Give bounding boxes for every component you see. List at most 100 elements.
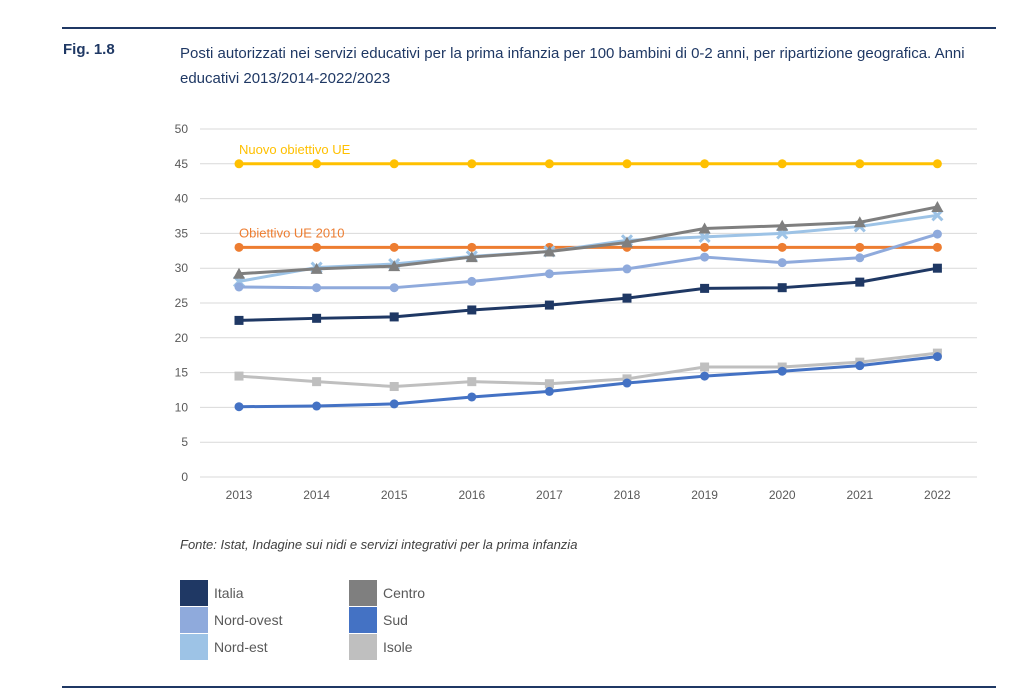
legend-swatch [349,607,377,633]
x-tick-label: 2015 [381,488,408,502]
x-tick-label: 2020 [769,488,796,502]
series-line-nord-ovest [238,232,938,290]
data-point-nord-ovest [234,282,244,292]
y-tick-label: 0 [181,470,188,484]
legend-label: Italia [214,585,244,601]
x-tick-label: 2013 [226,488,253,502]
legend-item-isole: Isole [349,634,413,660]
legend-item-italia: Italia [180,580,244,606]
y-tick-label: 30 [175,261,189,275]
legend-item-nord-ovest: Nord-ovest [180,607,282,633]
data-point-sud [312,401,322,411]
data-point-nord-ovest [389,283,399,293]
data-point-centro [698,222,711,234]
data-point-italia [622,293,632,303]
legend-swatch [349,634,377,660]
x-tick-label: 2016 [458,488,485,502]
x-tick-label: 2017 [536,488,563,502]
data-point-centro [465,251,478,263]
data-point-centro [388,260,401,272]
data-point-nord-ovest [700,252,710,262]
data-point-sud [389,399,399,409]
figure-label: Fig. 1.8 [63,41,115,58]
bottom-rule [62,686,996,688]
y-tick-label: 40 [175,192,189,206]
data-point-sud [700,371,710,381]
data-point-centro [310,262,323,274]
y-tick-label: 20 [175,331,189,345]
data-point-sud [855,361,865,371]
legend-item-centro: Centro [349,580,425,606]
reference-point [700,159,710,169]
data-point-sud [777,366,787,376]
legend-label: Nord-est [214,639,268,655]
data-point-nord-ovest [622,264,632,274]
series-line-sud [238,355,938,409]
legend-swatch [180,580,208,606]
reference-point [467,242,477,252]
data-point-sud [544,386,554,396]
data-point-nord-est [931,209,944,222]
data-point-nord-ovest [855,253,865,263]
reference-point [234,242,244,252]
legend-swatch [180,634,208,660]
y-tick-label: 15 [175,366,189,380]
data-point-italia [777,283,787,293]
reference-point [312,242,322,252]
legend-label: Sud [383,612,408,628]
top-rule [62,27,996,29]
reference-point [777,159,787,169]
data-point-italia [932,263,942,273]
data-point-centro [233,267,245,279]
legend-item-nord-est: Nord-est [180,634,268,660]
data-point-isole [700,362,710,372]
data-point-italia [234,315,244,325]
data-point-italia [855,277,865,287]
y-tick-label: 5 [181,435,188,449]
legend-label: Centro [383,585,426,601]
legend-swatch [349,580,377,606]
legend-item-sud: Sud [349,607,408,633]
data-point-isole [312,377,322,387]
data-point-sud [467,392,477,402]
data-point-nord-ovest [932,229,942,239]
data-point-italia [312,313,322,323]
reference-label: Obiettivo UE 2010 [239,225,345,240]
figure-title: Posti autorizzati nei servizi educativi … [180,45,965,87]
x-tick-label: 2019 [691,488,718,502]
y-axis-ticks: 0 5 10 15 20 25 30 35 40 45 50 [175,122,189,484]
data-point-nord-ovest [467,276,477,286]
reference-point [467,159,477,169]
data-point-centro [621,236,633,248]
data-point-nord-ovest [777,258,787,268]
data-point-centro [853,216,866,228]
reference-point [855,159,865,169]
y-tick-label: 45 [175,157,189,171]
data-point-centro [776,219,789,231]
x-tick-label: 2021 [846,488,873,502]
source-note: Fonte: Istat, Indagine sui nidi e serviz… [180,537,578,552]
reference-point [777,242,787,252]
reference-point [234,159,244,169]
x-tick-label: 2014 [303,488,330,502]
legend-swatch [180,607,208,633]
x-tick-label: 2018 [614,488,641,502]
x-axis-ticks: 2013 2014 2015 2016 2017 2018 2019 2020 2021 2022 [226,488,951,502]
reference-point [622,159,632,169]
y-tick-label: 10 [175,400,189,414]
series-lines [232,200,944,412]
data-point-nord-est [698,230,711,243]
reference-point [932,242,942,252]
y-tick-label: 35 [175,226,189,240]
reference-point [312,159,322,169]
data-point-italia [544,300,554,310]
data-point-sud [932,352,942,362]
data-point-nord-ovest [544,269,554,279]
series-line-isole [238,351,938,389]
data-point-isole [467,377,477,387]
data-point-isole [389,382,399,392]
data-point-italia [467,305,477,315]
data-point-italia [700,283,710,293]
series-line-italia [238,266,938,322]
